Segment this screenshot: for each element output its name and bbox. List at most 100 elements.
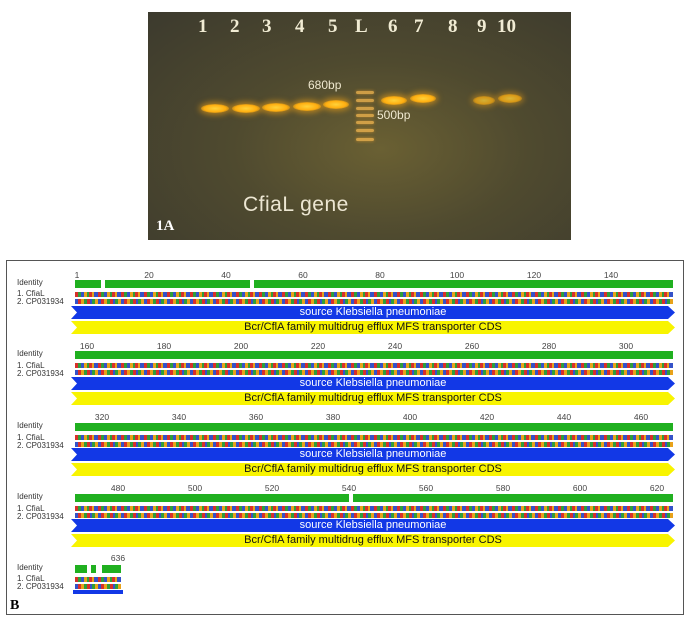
position-tick: 620 xyxy=(649,483,665,493)
identity-gap xyxy=(87,565,91,573)
ladder-marker-500bp: 500bp xyxy=(377,108,411,122)
seq2-track xyxy=(75,584,121,589)
seq2-label: 2. CP031934 xyxy=(17,512,64,521)
identity-gap xyxy=(250,280,254,288)
seq1-label: 1. CfiaL xyxy=(17,361,45,370)
identity-gap xyxy=(349,494,353,502)
identity-bar xyxy=(75,280,673,288)
sequence-alignment-panel: 1 20 40 60 80 100 120 140 Identity 1. Cf… xyxy=(6,260,684,615)
cds-feature-arrow: Bcr/CflA family multidrug efflux MFS tra… xyxy=(71,392,675,405)
seq2-track xyxy=(75,513,673,518)
identity-bar xyxy=(75,565,121,573)
position-tick: 120 xyxy=(526,270,542,280)
band-lane-1 xyxy=(201,104,229,113)
source-feature-arrow: source Klebsiella pneumoniae xyxy=(71,519,675,532)
cds-feature-arrow: Bcr/CflA family multidrug efflux MFS tra… xyxy=(71,463,675,476)
ladder-band xyxy=(356,99,374,102)
source-feature-arrow: source Klebsiella pneumoniae xyxy=(71,448,675,461)
position-tick: 540 xyxy=(341,483,357,493)
ladder-band xyxy=(356,91,374,94)
cds-feature-arrow: Bcr/CflA family multidrug efflux MFS tra… xyxy=(71,534,675,547)
position-tick: 300 xyxy=(618,341,634,351)
identity-label: Identity xyxy=(17,492,43,501)
lane-label-4: 4 xyxy=(295,16,305,37)
gene-label: CfiaL gene xyxy=(243,193,349,216)
ladder-band xyxy=(356,114,374,117)
seq2-label: 2. CP031934 xyxy=(17,582,64,591)
identity-label: Identity xyxy=(17,278,43,287)
cds-feature-arrow: Bcr/CflA family multidrug efflux MFS tra… xyxy=(71,321,675,334)
position-tick: 400 xyxy=(402,412,418,422)
position-tick: 160 xyxy=(79,341,95,351)
identity-label: Identity xyxy=(17,563,43,572)
band-lane-2 xyxy=(232,104,260,113)
seq1-track xyxy=(75,435,673,440)
seq1-label: 1. CfiaL xyxy=(17,504,45,513)
position-tick: 60 xyxy=(298,270,308,280)
seq2-label: 2. CP031934 xyxy=(17,441,64,450)
seq2-track xyxy=(75,370,673,375)
seq2-track xyxy=(75,442,673,447)
ladder-band xyxy=(356,138,374,141)
lane-label-1: 1 xyxy=(198,16,208,37)
identity-bar xyxy=(75,423,673,431)
position-tick: 380 xyxy=(325,412,341,422)
position-tick: 80 xyxy=(375,270,385,280)
lane-label-7: 7 xyxy=(414,16,424,37)
band-lane-7 xyxy=(410,94,436,103)
lane-label-3: 3 xyxy=(262,16,272,37)
source-feature-stub xyxy=(73,590,123,594)
identity-bar xyxy=(75,494,673,502)
position-tick: 180 xyxy=(156,341,172,351)
lane-label-ladder: L xyxy=(355,16,368,37)
identity-gap xyxy=(96,565,102,573)
ladder-band xyxy=(356,121,374,124)
position-tick: 636 xyxy=(110,553,126,563)
ladder-marker-680bp: 680bp xyxy=(308,78,342,92)
seq1-track xyxy=(75,363,673,368)
gel-electrophoresis-image: 1 2 3 4 5 L 6 7 8 9 10 680bp 500bp CfiaL… xyxy=(148,12,571,240)
ladder-band xyxy=(356,107,374,110)
identity-label: Identity xyxy=(17,421,43,430)
band-lane-5 xyxy=(323,100,349,109)
position-tick: 40 xyxy=(221,270,231,280)
band-lane-3 xyxy=(262,103,290,112)
position-tick: 140 xyxy=(603,270,619,280)
seq1-track xyxy=(75,577,121,582)
band-lane-9 xyxy=(473,96,495,105)
lane-label-6: 6 xyxy=(388,16,398,37)
band-lane-4 xyxy=(293,102,321,111)
band-lane-6 xyxy=(381,96,407,105)
seq1-label: 1. CfiaL xyxy=(17,433,45,442)
position-tick: 480 xyxy=(110,483,126,493)
source-feature-arrow: source Klebsiella pneumoniae xyxy=(71,306,675,319)
seq2-label: 2. CP031934 xyxy=(17,297,64,306)
position-tick: 280 xyxy=(541,341,557,351)
seq1-track xyxy=(75,292,673,297)
position-tick: 420 xyxy=(479,412,495,422)
position-tick: 520 xyxy=(264,483,280,493)
source-feature-arrow: source Klebsiella pneumoniae xyxy=(71,377,675,390)
position-tick: 600 xyxy=(572,483,588,493)
lane-label-2: 2 xyxy=(230,16,240,37)
identity-label: Identity xyxy=(17,349,43,358)
identity-gap xyxy=(101,280,105,288)
position-tick: 20 xyxy=(144,270,154,280)
position-tick: 200 xyxy=(233,341,249,351)
lane-label-5: 5 xyxy=(328,16,338,37)
position-tick: 320 xyxy=(94,412,110,422)
position-tick: 220 xyxy=(310,341,326,351)
seq2-track xyxy=(75,299,673,304)
position-tick: 560 xyxy=(418,483,434,493)
panel-letter-b: B xyxy=(10,598,20,613)
position-tick: 340 xyxy=(171,412,187,422)
identity-bar xyxy=(75,351,673,359)
position-tick: 440 xyxy=(556,412,572,422)
seq1-track xyxy=(75,506,673,511)
position-tick: 500 xyxy=(187,483,203,493)
band-lane-10 xyxy=(498,94,522,103)
seq1-label: 1. CfiaL xyxy=(17,289,45,298)
lane-label-8: 8 xyxy=(448,16,458,37)
lane-label-9: 9 xyxy=(477,16,487,37)
position-tick: 1 xyxy=(74,270,80,280)
